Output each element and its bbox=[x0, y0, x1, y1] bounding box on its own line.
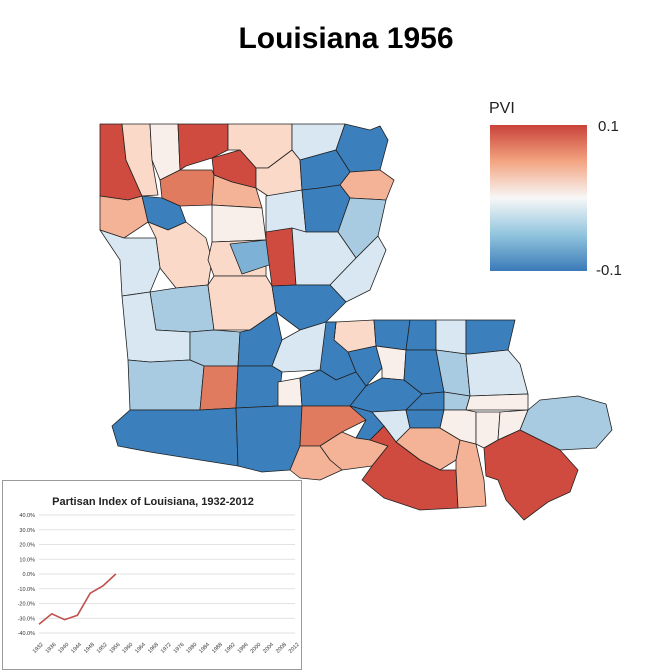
x-tick-label: 1952 bbox=[96, 642, 109, 655]
parish-lafayette bbox=[277, 377, 303, 407]
map-title: Louisiana 1956 bbox=[238, 22, 454, 55]
y-tick-label: 40.0% bbox=[19, 513, 35, 519]
x-tick-label: 1940 bbox=[57, 642, 70, 655]
y-tick-label: -40.0% bbox=[18, 631, 36, 637]
x-tick-label: 1976 bbox=[173, 642, 186, 655]
x-tick-label: 2012 bbox=[288, 642, 301, 655]
x-tick-label: 2004 bbox=[262, 642, 275, 655]
y-tick-label: -10.0% bbox=[18, 587, 36, 593]
y-tick-label: -20.0% bbox=[18, 602, 36, 608]
x-tick-label: 1972 bbox=[160, 642, 173, 655]
chart-title: Partisan Index of Louisiana, 1932-2012 bbox=[52, 496, 254, 508]
x-tick-label: 1960 bbox=[121, 642, 134, 655]
x-tick-label: 1984 bbox=[198, 642, 211, 655]
parish-iberia-s bbox=[289, 445, 343, 481]
x-tick-label: 1996 bbox=[237, 642, 250, 655]
x-tick-label: 2008 bbox=[275, 642, 288, 655]
parish-washington bbox=[465, 319, 516, 355]
parish-vermilion bbox=[235, 405, 303, 473]
parish-jackson bbox=[211, 204, 267, 243]
parish-sabine bbox=[99, 229, 161, 297]
parish-ouachita bbox=[211, 174, 263, 209]
y-tick-label: 10.0% bbox=[19, 557, 35, 563]
parish-west-feliciana bbox=[373, 319, 411, 351]
y-tick-label: -30.0% bbox=[18, 616, 36, 622]
parish-acadia bbox=[235, 365, 283, 409]
parish-allen bbox=[189, 329, 241, 367]
x-tick-label: 1956 bbox=[109, 642, 122, 655]
legend-title: PVI bbox=[489, 100, 515, 117]
parish-avoyelles bbox=[271, 284, 347, 331]
parish-lafourche bbox=[455, 439, 487, 509]
chart-gridlines bbox=[39, 514, 295, 634]
chart-x-axis: 1932 1936 1940 1944 1948 1952 1956 1960 1964 1968… bbox=[32, 642, 301, 655]
x-tick-label: 2000 bbox=[249, 642, 262, 655]
parish-east-feliciana bbox=[405, 319, 437, 351]
partisan-index-plot: Partisan Index of Louisiana, 1932-2012 4… bbox=[18, 496, 301, 655]
x-tick-label: 1944 bbox=[70, 642, 83, 655]
chart-y-axis: 40.0% 30.0% 20.0% 10.0% 0.0% -10.0% -20.0% -30.… bbox=[18, 513, 36, 637]
parish-st-tammany bbox=[465, 349, 529, 397]
series-line bbox=[38, 573, 117, 625]
x-tick-label: 1980 bbox=[185, 642, 198, 655]
parish-orleans-n bbox=[465, 393, 529, 411]
x-tick-label: 1964 bbox=[134, 642, 147, 655]
x-tick-label: 1968 bbox=[147, 642, 160, 655]
y-tick-label: 20.0% bbox=[19, 543, 35, 549]
parish-ebr-pale bbox=[375, 345, 407, 381]
parish-caldwell bbox=[265, 189, 307, 233]
parish-lasalle bbox=[265, 227, 297, 287]
x-tick-label: 1948 bbox=[83, 642, 96, 655]
parish-claiborne bbox=[149, 123, 181, 181]
parish-vernon bbox=[149, 284, 215, 333]
parish-jeff-davis bbox=[199, 365, 239, 411]
parish-st-james bbox=[405, 409, 445, 429]
x-tick-label: 1992 bbox=[224, 642, 237, 655]
parish-west-baton-rouge bbox=[347, 345, 383, 387]
legend-min-label: -0.1 bbox=[596, 262, 622, 279]
x-tick-label: 1932 bbox=[32, 642, 45, 655]
parish-cameron bbox=[111, 407, 239, 467]
parish-desoto bbox=[99, 195, 149, 239]
legend-color-scale bbox=[490, 125, 587, 271]
y-tick-label: 30.0% bbox=[19, 528, 35, 534]
parish-calcasieu bbox=[127, 359, 205, 411]
parish-plaquemines bbox=[483, 429, 579, 521]
legend-max-label: 0.1 bbox=[598, 118, 619, 135]
x-tick-label: 1988 bbox=[211, 642, 224, 655]
partisan-index-chart: Partisan Index of Louisiana, 1932-2012 4… bbox=[2, 480, 302, 670]
parish-st-helena bbox=[435, 319, 467, 355]
y-tick-label: 0.0% bbox=[22, 572, 35, 578]
x-tick-label: 1936 bbox=[45, 642, 58, 655]
